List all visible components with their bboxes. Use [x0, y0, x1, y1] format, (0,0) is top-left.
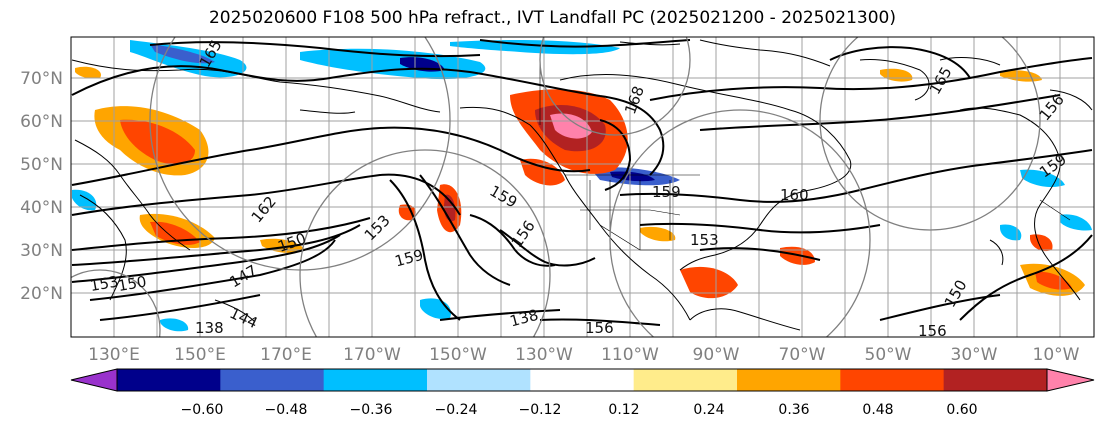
contour-label: 153 [690, 231, 719, 249]
colorbar-tick-label: 0.36 [778, 402, 809, 418]
lon-label: 30°W [951, 345, 998, 365]
lon-label: 170°W [343, 345, 401, 365]
lat-label: 40°N [20, 198, 63, 218]
colorbar-swatch [427, 369, 531, 391]
contour-label: 159 [652, 183, 681, 201]
colorbar-tick-labels: −0.60 −0.48 −0.36 −0.24 −0.12 0.12 0.24 … [181, 402, 978, 418]
lon-label: 150°E [174, 345, 226, 365]
colorbar-tick-label: −0.12 [519, 402, 562, 418]
colorbar-tick-label: −0.36 [350, 402, 393, 418]
contour-label: 156 [918, 322, 947, 340]
height-contours [71, 39, 1093, 326]
map-title: 2025020600 F108 500 hPa refract., IVT La… [208, 8, 896, 28]
lon-label: 70°W [779, 345, 826, 365]
colorbar-extend-low [70, 368, 118, 392]
colorbar-swatch [220, 369, 325, 391]
colorbar-tick-label: 0.24 [693, 402, 724, 418]
lon-label: 90°W [693, 345, 740, 365]
colorbar [70, 368, 1095, 392]
lat-label: 50°N [20, 155, 63, 175]
colorbar-swatch [737, 369, 841, 391]
colorbar-tick-label: 0.12 [608, 402, 639, 418]
lon-label: 50°W [865, 345, 912, 365]
lon-label: 150°W [429, 345, 487, 365]
lon-label: 130°E [88, 345, 140, 365]
lon-label: 10°W [1033, 345, 1080, 365]
lon-label: 170°E [260, 345, 312, 365]
contour-label: 153 [89, 272, 120, 295]
longitude-axis: 130°E 150°E 170°E 170°W 150°W 130°W 110°… [88, 345, 1080, 365]
lon-label: 110°W [601, 345, 659, 365]
graticule [71, 37, 1094, 337]
contour-label: 150 [117, 272, 148, 295]
colorbar-border [116, 368, 1048, 392]
contour-label: 160 [780, 186, 809, 204]
colorbar-tick-label: −0.24 [435, 402, 478, 418]
map-frame [70, 36, 1095, 338]
colorbar-tick-label: −0.60 [181, 402, 224, 418]
reference-circles [71, 37, 1041, 337]
contour-label: 156 [585, 319, 614, 337]
colorbar-swatch [323, 369, 428, 391]
colorbar-swatch [117, 369, 221, 391]
contour-label: 138 [195, 319, 224, 337]
colorbar-swatch [943, 369, 1048, 391]
lat-label: 70°N [20, 69, 63, 89]
colorbar-extend-high [1046, 368, 1095, 392]
colorbar-tick-label: 0.60 [946, 402, 977, 418]
colorbar-tick-label: −0.48 [265, 402, 308, 418]
lat-label: 30°N [20, 241, 63, 261]
anomaly-shading [72, 40, 1092, 332]
lat-label: 20°N [20, 284, 63, 304]
colorbar-tick-label: 0.48 [862, 402, 893, 418]
map-panel [71, 37, 1094, 337]
colorbar-swatch [633, 369, 738, 391]
colorbar-swatch [530, 369, 635, 391]
latitude-axis: 70°N 60°N 50°N 40°N 30°N 20°N [20, 69, 63, 304]
lat-label: 60°N [20, 112, 63, 132]
colorbar-swatch [840, 369, 945, 391]
lon-label: 130°W [515, 345, 573, 365]
